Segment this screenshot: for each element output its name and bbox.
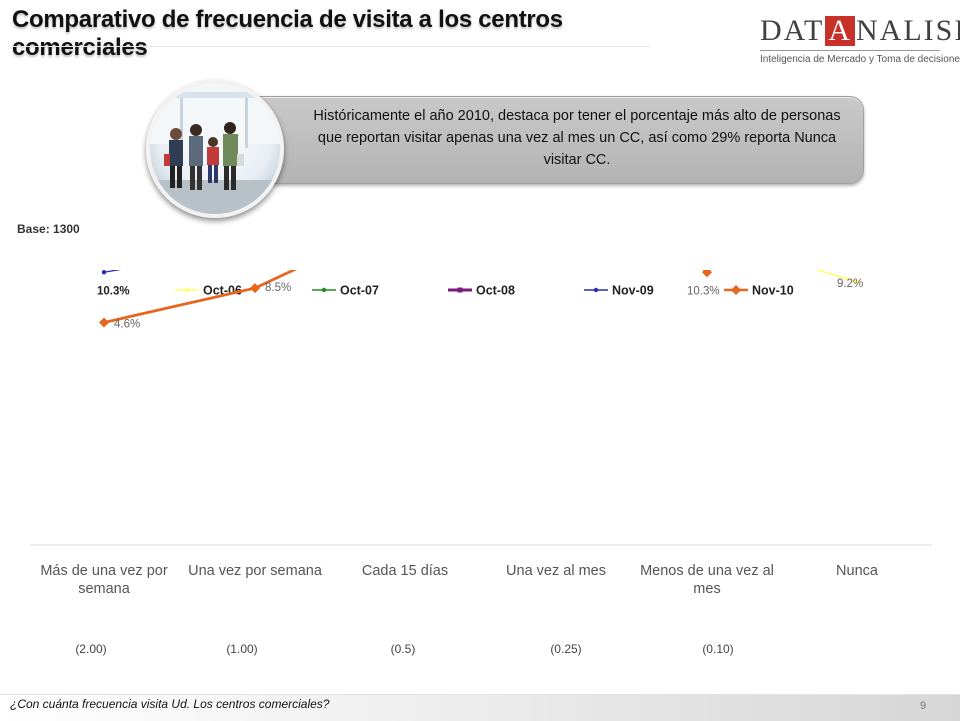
legend-label-nov-09: Nov-09 (612, 284, 654, 298)
category-weights: (2.00) (1.00) (0.5) (0.25) (0.10) (75, 642, 733, 656)
legend-label-nov-10: Nov-10 (752, 284, 794, 298)
data-label-oct-08-0: 11.3% (44, 270, 76, 271)
data-labels: 15.1%20.2%24.6%15.8%14.4%9.2%17.0%21.9%1… (44, 270, 863, 330)
data-label-nov-09-0: 10.3% (97, 285, 130, 297)
marker-nov-10-0 (99, 317, 109, 328)
legend-label-oct-08: Oct-08 (476, 284, 515, 298)
logo-part-2: NALISIS (856, 14, 960, 47)
x-tick-label-0: Más de una vez por semana (40, 563, 168, 597)
marker-nov-10-4 (702, 270, 712, 278)
company-logo: DATANALISIS Inteligencia de Mercado y To… (760, 14, 960, 65)
base-label: Base: 1300 (17, 222, 80, 236)
logo-tagline: Inteligencia de Mercado y Toma de decisi… (760, 54, 960, 65)
legend-marker-nov-10 (731, 285, 741, 295)
legend-marker-nov-09 (593, 287, 599, 293)
series-line-nov-09 (103, 270, 122, 273)
x-tick-labels: Más de una vez por semana Una vez por sema… (40, 563, 879, 597)
shoppers-illustration (150, 84, 280, 214)
x-tick-label-3: Una vez al mes (506, 563, 606, 579)
data-label-nov-10-0: 4.6% (114, 318, 140, 330)
series-line-nov-10 (103, 270, 711, 324)
x-tick-label-2: Cada 15 días (362, 563, 448, 579)
logo-part-1: DAT (760, 14, 825, 47)
x-tick-label-1: Una vez por semana (188, 563, 323, 579)
x-tick-label-4: Menos de una vez al mes (640, 563, 774, 597)
page-title: Comparativo de frecuencia de visita a lo… (12, 6, 563, 61)
marker-oct-06-5 (854, 279, 860, 285)
x-tick-label-5: Nunca (836, 563, 879, 579)
category-weight-0: (2.00) (75, 642, 106, 656)
marker-nov-09-0 (101, 270, 107, 275)
chart-legend: Oct-06 Oct-07 Oct-08 Nov-09 Nov-10 (175, 284, 794, 298)
insight-text: Históricamente el año 2010, destaca por … (313, 108, 841, 168)
marker-nov-10-1 (250, 283, 260, 294)
logo-divider (760, 50, 940, 51)
insight-banner: Históricamente el año 2010, destaca por … (230, 96, 864, 184)
category-weight-1: (1.00) (226, 642, 257, 656)
category-weight-3: (0.25) (550, 642, 581, 656)
shoppers-photo (146, 80, 284, 218)
page-number: 9 (920, 700, 927, 712)
series-markers (99, 270, 860, 328)
legend-marker-oct-08 (457, 287, 463, 293)
data-label-oct-06-5: 9.2% (837, 278, 863, 290)
series-line-oct-06 (815, 270, 858, 283)
title-divider (10, 46, 650, 47)
data-label-nov-10-4: 10.3% (687, 285, 720, 297)
logo-wordmark: DATANALISIS (760, 14, 960, 48)
category-weight-2: (0.5) (391, 642, 416, 656)
legend-marker-oct-06 (184, 287, 190, 293)
legend-label-oct-07: Oct-07 (340, 284, 379, 298)
category-weight-4: (0.10) (702, 642, 733, 656)
legend-marker-oct-07 (321, 287, 327, 293)
footer-bar (0, 694, 960, 721)
survey-question: ¿Con cuánta frecuencia visita Ud. Los ce… (10, 697, 330, 711)
data-label-nov-10-1: 8.5% (265, 282, 291, 294)
logo-highlight-letter: A (825, 16, 856, 46)
series-lines (103, 270, 858, 324)
